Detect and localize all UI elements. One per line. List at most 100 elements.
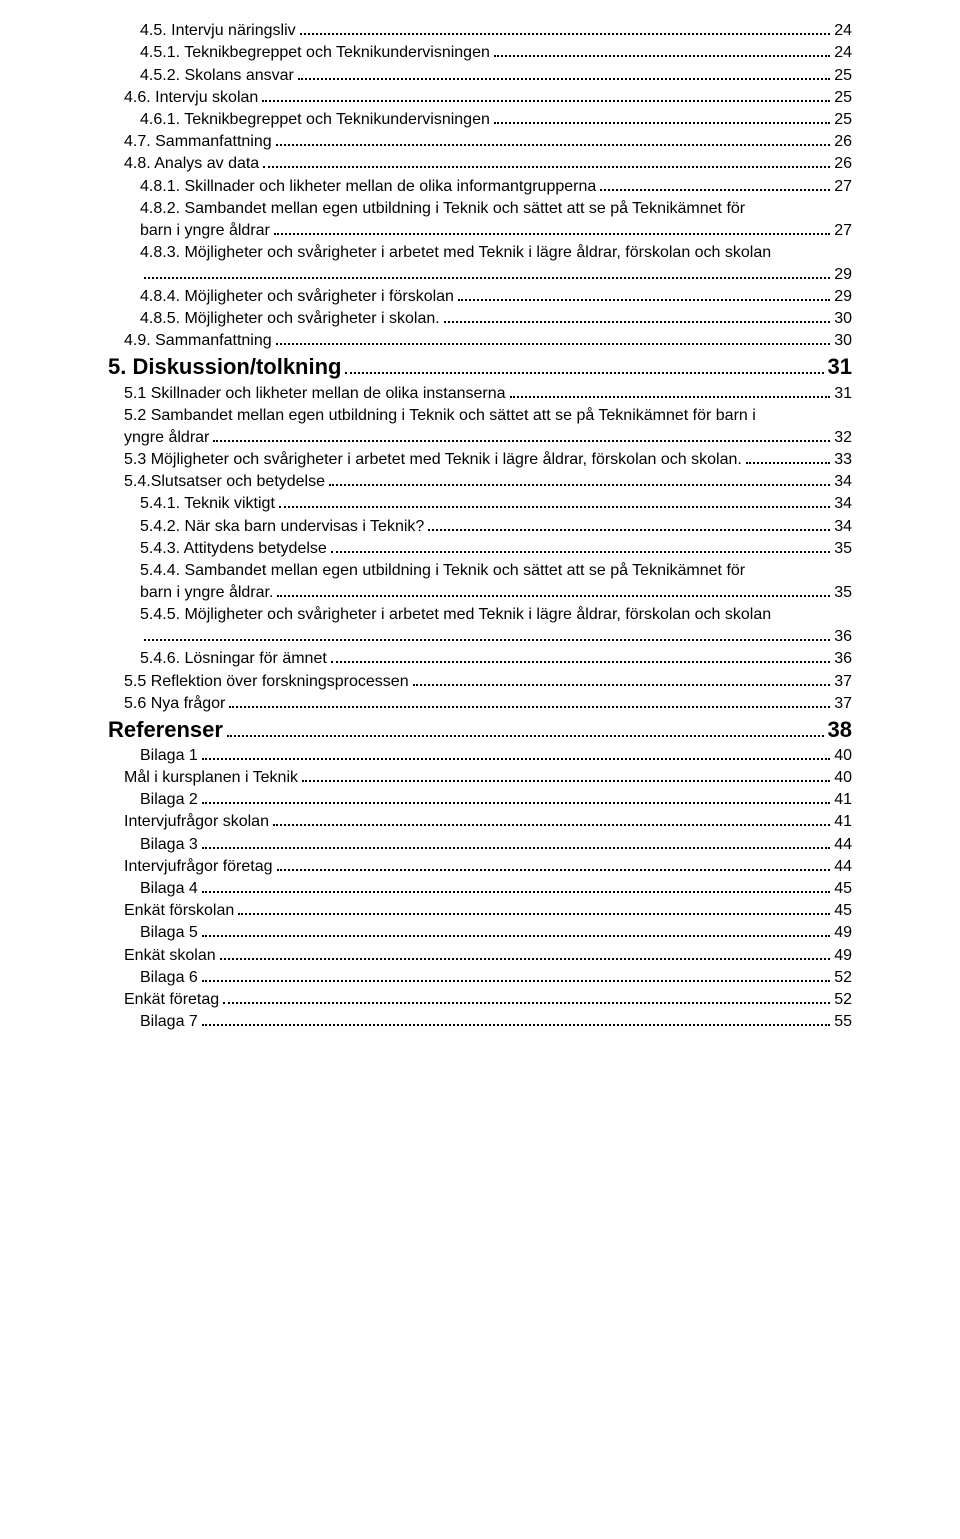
toc-entry-page: 34 [834, 473, 852, 491]
toc-entry: 29 [108, 266, 852, 284]
toc-entry: Enkät förskolan45 [108, 902, 852, 920]
toc-leader-dots [302, 769, 830, 782]
toc-leader-dots [202, 880, 830, 893]
toc-entry-title: 5.4.Slutsatser och betydelse [124, 473, 325, 491]
toc-entry: Mål i kursplanen i Teknik40 [108, 769, 852, 787]
toc-entry: 4.6. Intervju skolan25 [108, 89, 852, 107]
toc-entry-title: Enkät företag [124, 991, 219, 1009]
toc-entry-page: 29 [834, 288, 852, 306]
toc-leader-dots [144, 628, 830, 641]
toc-entry-page: 35 [834, 584, 852, 602]
toc-entry: barn i yngre åldrar. 35 [108, 584, 852, 602]
toc-leader-dots [331, 540, 830, 553]
toc-leader-dots [300, 22, 831, 35]
toc-entry-title: Referenser [108, 717, 223, 743]
toc-entry: 4.8.2. Sambandet mellan egen utbildning … [108, 200, 852, 218]
toc-leader-dots [279, 495, 830, 508]
toc-entry: 4.5. Intervju näringsliv24 [108, 22, 852, 40]
toc-entry-title: 4.5.1. Teknikbegreppet och Teknikundervi… [140, 44, 490, 62]
toc-entry-title: Intervjufrågor skolan [124, 813, 269, 831]
toc-entry-page: 29 [834, 266, 852, 284]
toc-entry-title: 5.2 Sambandet mellan egen utbildning i T… [124, 407, 756, 425]
toc-entry: 5.5 Reflektion över forskningsprocessen3… [108, 672, 852, 690]
toc-entry-page: 30 [834, 310, 852, 328]
toc-entry-page: 52 [834, 991, 852, 1009]
toc-entry-title: 4.7. Sammanfattning [124, 133, 272, 151]
toc-leader-dots [746, 451, 830, 464]
toc-entry-page: 44 [834, 858, 852, 876]
toc-entry: 4.9. Sammanfattning30 [108, 332, 852, 350]
toc-entry-page: 41 [834, 791, 852, 809]
toc-entry-page: 44 [834, 836, 852, 854]
toc-entry-page: 55 [834, 1013, 852, 1031]
toc-entry: yngre åldrar32 [108, 429, 852, 447]
toc-entry-title: Bilaga 3 [140, 836, 198, 854]
toc-entry-page: 25 [834, 111, 852, 129]
toc-entry-title: 4.8.4. Möjligheter och svårigheter i för… [140, 288, 454, 306]
toc-leader-dots [428, 517, 830, 530]
toc-entry-title: barn i yngre åldrar [140, 222, 270, 240]
toc-entry-title: 4.8.1. Skillnader och likheter mellan de… [140, 178, 596, 196]
toc-leader-dots [331, 650, 830, 663]
toc-entry-page: 45 [834, 880, 852, 898]
toc-entry-title: 4.6.1. Teknikbegreppet och Teknikundervi… [140, 111, 490, 129]
toc-leader-dots [273, 813, 830, 826]
toc-leader-dots [494, 111, 830, 124]
toc-leader-dots [458, 288, 830, 301]
toc-leader-dots [202, 747, 830, 760]
toc-entry-page: 52 [834, 969, 852, 987]
toc-entry-page: 36 [834, 628, 852, 646]
toc-entry-title: 5.4.1. Teknik viktigt [140, 495, 275, 513]
toc-entry-page: 37 [834, 673, 852, 691]
toc-entry-page: 31 [828, 354, 852, 380]
toc-entry: Bilaga 445 [108, 880, 852, 898]
toc-leader-dots [345, 357, 823, 374]
toc-leader-dots [144, 266, 830, 279]
toc-leader-dots [227, 719, 824, 736]
toc-entry-title: 4.8.5. Möjligheter och svårigheter i sko… [140, 310, 440, 328]
toc-entry-title: 5.3 Möjligheter och svårigheter i arbete… [124, 451, 742, 469]
toc-entry: 4.8.3. Möjligheter och svårigheter i arb… [108, 244, 852, 262]
toc-entry-title: 5.4.4. Sambandet mellan egen utbildning … [140, 562, 745, 580]
toc-entry: 4.5.1. Teknikbegreppet och Teknikundervi… [108, 44, 852, 62]
toc-entry: Bilaga 652 [108, 969, 852, 987]
toc-entry: Bilaga 3 44 [108, 835, 852, 853]
toc-entry-page: 49 [834, 924, 852, 942]
toc-entry: 5.1 Skillnader och likheter mellan de ol… [108, 384, 852, 402]
toc-entry: 5. Diskussion/tolkning 31 [108, 354, 852, 380]
toc-entry-title: 4.8. Analys av data [124, 155, 259, 173]
toc-entry-title: 5.1 Skillnader och likheter mellan de ol… [124, 385, 506, 403]
toc-entry-title: barn i yngre åldrar. [140, 584, 273, 602]
toc-leader-dots [600, 177, 830, 190]
toc-entry-title: 4.6. Intervju skolan [124, 89, 258, 107]
toc-entry-title: Bilaga 5 [140, 924, 198, 942]
toc-entry-title: Mål i kursplanen i Teknik [124, 769, 298, 787]
toc-entry-page: 34 [834, 518, 852, 536]
toc-leader-dots [202, 924, 830, 937]
toc-leader-dots [276, 133, 831, 146]
toc-entry: 5.4.5. Möjligheter och svårigheter i arb… [108, 606, 852, 624]
toc-entry-title: Enkät skolan [124, 947, 216, 965]
toc-entry: 4.7. Sammanfattning 26 [108, 133, 852, 151]
toc-entry: 4.8. Analys av data 26 [108, 155, 852, 173]
toc-leader-dots [220, 946, 831, 959]
toc-entry-page: 38 [828, 717, 852, 743]
toc-entry-page: 26 [834, 133, 852, 151]
toc-entry-page: 45 [834, 902, 852, 920]
toc-leader-dots [202, 835, 830, 848]
toc-entry-page: 26 [834, 155, 852, 173]
toc-entry-title: 5.6 Nya frågor [124, 695, 225, 713]
toc-entry-title: 4.8.3. Möjligheter och svårigheter i arb… [140, 244, 771, 262]
toc-entry-title: Bilaga 7 [140, 1013, 198, 1031]
toc-leader-dots [262, 89, 830, 102]
toc-entry-title: Bilaga 2 [140, 791, 198, 809]
toc-entry-title: 5. Diskussion/tolkning [108, 354, 341, 380]
toc-entry: 36 [108, 628, 852, 646]
toc-leader-dots [229, 695, 830, 708]
toc-entry: Bilaga 7 55 [108, 1013, 852, 1031]
toc-entry-title: Bilaga 1 [140, 747, 198, 765]
toc-entry-page: 27 [834, 222, 852, 240]
toc-entry-title: 4.5.2. Skolans ansvar [140, 67, 294, 85]
toc-entry-title: Intervjufrågor företag [124, 858, 273, 876]
toc-entry-page: 24 [834, 22, 852, 40]
